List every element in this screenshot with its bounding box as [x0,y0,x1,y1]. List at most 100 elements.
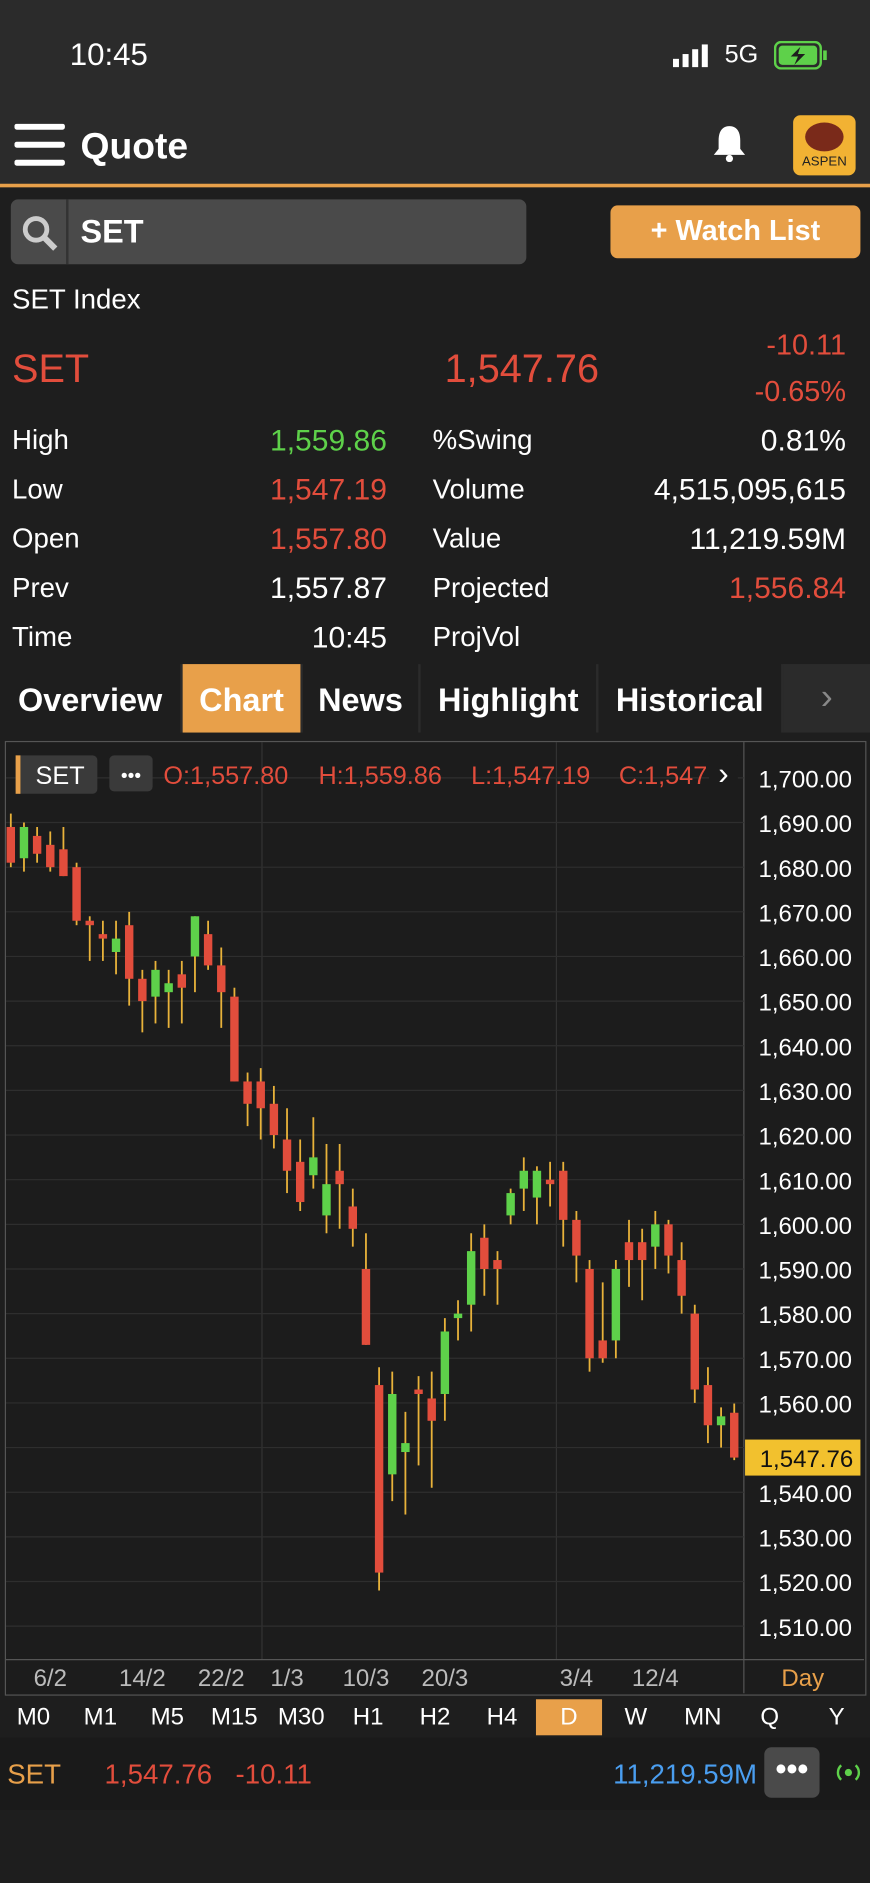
candle-body [295,1161,305,1203]
legend-arrow [709,755,738,792]
x-tick-label: 22/2 [198,1665,245,1692]
last-price-tag [745,1439,861,1476]
row-value: 1,557.87 [269,571,387,606]
network: 5G [724,40,759,69]
candle-body [519,1170,528,1189]
row-value: 4,515,095,615 [653,473,846,507]
row-value: 10:45 [311,620,387,655]
ohlc-legend: O:1,557.80 [163,762,288,790]
candle-body [624,1242,634,1261]
candle-body [32,835,42,854]
candle-body [572,1219,581,1256]
tab-scroll[interactable]: › [783,664,870,733]
y-tick-label: 1,530.00 [758,1525,852,1552]
candle-body [690,1313,699,1390]
search-box[interactable]: SET [10,199,527,265]
period-label: Day [781,1665,824,1692]
candle-body [637,1242,647,1261]
row-label: High [12,423,69,456]
tab[interactable]: News [302,664,419,733]
timeframe[interactable]: D [535,1699,603,1736]
y-tick-label: 1,690.00 [758,811,852,838]
timeframe[interactable]: M15 [210,1704,258,1731]
chart: 1,510.001,520.001,530.001,540.001,550.00… [6,742,865,1694]
legend-arrow-glyph: › [718,756,728,791]
footer-value: 11,219.59M [613,1758,758,1790]
y-tick-label: 1,670.00 [758,900,852,927]
more-button[interactable]: ••• [764,1747,820,1798]
watch-list-button[interactable]: + Watch List [610,205,861,259]
tab[interactable]: Highlight [420,664,597,733]
x-tick-label: 20/3 [421,1665,468,1692]
timeframe[interactable]: Y [828,1704,845,1731]
timeframe[interactable]: M30 [277,1704,325,1731]
candle-body [559,1170,568,1220]
candle-body [598,1340,607,1359]
candle-body [532,1170,542,1198]
tab[interactable]: Overview [0,664,181,733]
ohlc-legend: H:1,559.86 [318,762,441,790]
footer-bar [0,1737,870,1810]
row-value: 1,556.84 [729,571,846,606]
row-value: 1,547.19 [269,473,387,507]
symbol-tag-accent [15,755,21,794]
candle-body [190,916,200,957]
change-pct: -0.65% [754,375,846,409]
timeframe[interactable]: W [624,1704,648,1731]
x-tick-label: 12/4 [632,1665,679,1692]
symbol-tag-text: SET [36,762,85,790]
y-tick-label: 1,570.00 [758,1347,852,1374]
ohlc-legend: L:1,547.19 [471,762,590,790]
search-icon [22,216,58,251]
menu-button[interactable] [14,123,67,167]
timeframe[interactable]: H4 [486,1704,518,1731]
connection-icon [836,1764,860,1781]
candle-body [506,1193,515,1216]
row-value: 11,219.59M [689,522,846,557]
timeframe[interactable]: M1 [83,1704,118,1731]
timeframe[interactable]: M5 [150,1704,185,1731]
candle-body [72,867,81,921]
timeframe[interactable]: H1 [352,1704,384,1731]
row-label: Projected [432,571,550,603]
candle-body [493,1260,502,1269]
candle-body [730,1412,739,1458]
timeframe[interactable]: M0 [16,1704,51,1731]
candle-body [427,1398,436,1421]
badge-text: ASPEN [801,154,847,170]
candle-body [59,849,68,877]
tab[interactable]: Historical [598,664,782,733]
y-tick-label: 1,610.00 [758,1168,852,1195]
y-tick-label: 1,640.00 [758,1034,852,1061]
index-name: SET Index [12,283,141,315]
candle-body [124,925,134,979]
candle-body [453,1313,463,1319]
ohlc-legend: C:1,547 [619,762,707,790]
profile-badge[interactable]: ASPEN [793,115,856,176]
price: 1,547.76 [444,345,600,391]
y-tick-label: 1,520.00 [758,1570,852,1597]
y-tick-label: 1,660.00 [758,945,852,972]
candle-body [677,1260,686,1296]
x-tick-label: 3/4 [560,1665,593,1692]
footer-price: 1,547.76 [104,1758,213,1790]
timeframe[interactable]: H2 [419,1704,451,1731]
tab-bar: Overview Chart News Highlight Historical › [0,664,870,733]
divider [0,183,870,188]
candle-body [19,826,29,859]
timeframe[interactable]: MN [684,1704,722,1731]
bell-button[interactable] [711,124,747,163]
x-tick-label: 1/3 [270,1665,303,1692]
candle-body [651,1224,660,1247]
timeframe[interactable]: Q [760,1704,780,1731]
row-value: 1,557.80 [269,522,387,557]
row-value: 1,559.86 [269,423,387,458]
y-tick-label: 1,600.00 [758,1213,852,1240]
header-title: Quote [80,124,189,167]
battery-icon [773,40,827,70]
candle-body [440,1331,450,1394]
tab[interactable]: Chart [182,664,301,733]
row-label: Value [432,522,502,554]
candle-body [269,1103,279,1136]
